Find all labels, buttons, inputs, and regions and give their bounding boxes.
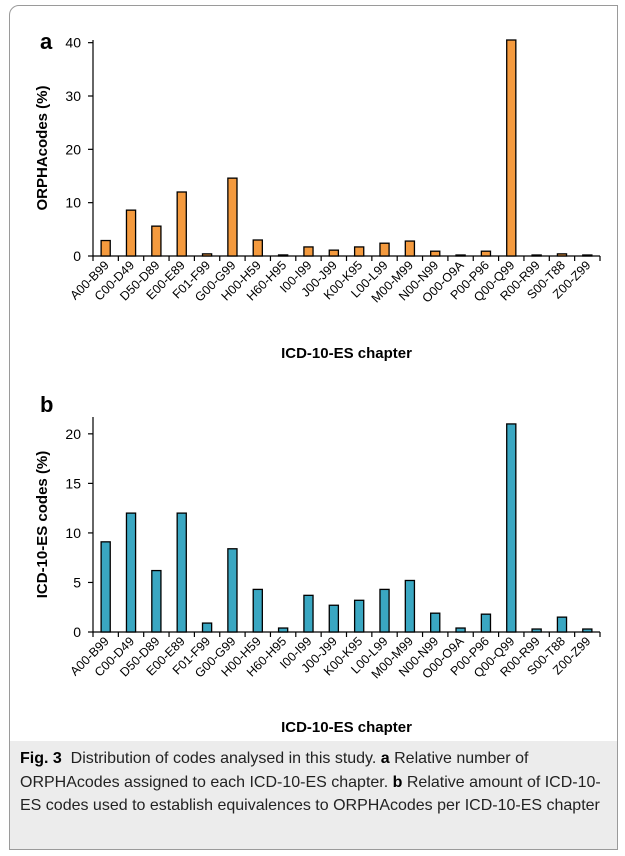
bar-a-M00-M99	[404, 240, 416, 257]
bar-a-G00-G99	[227, 177, 238, 257]
bar-a-O00-O9A	[455, 254, 466, 257]
bar-a-Q00-Q99	[506, 39, 517, 257]
bar-b-I00-I99	[303, 594, 314, 633]
bar-b-N00-N99	[430, 612, 441, 633]
bar-a-N00-N99	[430, 250, 441, 257]
bar-b-H60-H95	[277, 627, 289, 633]
bar-a-F01-F99	[201, 253, 213, 257]
y-tick-label-b-5: 5	[73, 574, 81, 590]
x-axis-title-b: ICD-10-ES chapter	[281, 719, 412, 736]
bar-b-D50-D89	[151, 569, 162, 633]
bar-a-D50-D89	[151, 225, 162, 257]
caption-part-b-text: Relative amount of ICD-10-ES codes used …	[20, 773, 601, 815]
bar-a-Z00-Z99	[582, 254, 593, 257]
bar-b-A00-B99	[100, 541, 111, 633]
caption-figure-label: Fig. 3	[20, 750, 62, 767]
bar-a-R00-R99	[531, 254, 542, 257]
y-tick-label-b-15: 15	[65, 475, 81, 491]
bar-a-S00-T88	[556, 253, 568, 257]
bar-b-H00-H59	[252, 588, 263, 633]
panel-label-b: b	[40, 392, 53, 417]
y-tick-label-b-10: 10	[65, 525, 81, 541]
bar-b-Q00-Q99	[506, 423, 517, 633]
bar-b-L00-L99	[379, 588, 390, 633]
y-tick-label-a-20: 20	[65, 141, 81, 157]
y-tick-label-b-20: 20	[65, 426, 81, 442]
bar-a-L00-L99	[379, 242, 390, 257]
bar-a-H60-H95	[277, 254, 289, 257]
bar-a-A00-B99	[100, 239, 111, 257]
y-tick-label-a-30: 30	[65, 88, 81, 104]
figure-caption: Fig. 3 Distribution of codes analysed in…	[10, 741, 617, 849]
y-tick-label-a-0: 0	[73, 248, 81, 264]
bar-b-C00-D49	[125, 512, 137, 633]
bar-a-H00-H59	[252, 239, 263, 257]
y-axis-title-a: ORPHAcodes (%)	[34, 85, 51, 210]
bar-b-F01-F99	[201, 622, 213, 633]
bar-b-M00-M99	[404, 579, 416, 633]
bar-b-E00-E89	[176, 512, 187, 633]
bar-b-K00-K95	[353, 599, 365, 633]
bar-b-P00-P96	[480, 613, 492, 633]
caption-text: Distribution of codes analysed in this s…	[70, 750, 377, 767]
bar-a-P00-P96	[480, 250, 492, 257]
bar-b-R00-R99	[531, 628, 542, 633]
bar-b-J00-J99	[328, 604, 340, 633]
y-tick-label-b-0: 0	[73, 624, 81, 640]
bar-a-I00-I99	[303, 246, 314, 257]
bar-b-Z00-Z99	[582, 628, 593, 633]
x-axis-title-a: ICD-10-ES chapter	[281, 345, 412, 362]
bar-a-C00-D49	[125, 209, 137, 257]
bar-b-G00-G99	[227, 548, 238, 633]
bar-b-S00-T88	[556, 616, 568, 633]
bar-a-K00-K95	[353, 246, 365, 257]
y-axis-title-b: ICD-10-ES codes (%)	[34, 451, 51, 599]
bar-a-J00-J99	[328, 249, 340, 257]
y-tick-label-a-40: 40	[65, 35, 81, 51]
caption-part-b-label: b	[392, 773, 403, 791]
caption-part-a-text: Relative number of ORPHAcodes assigned t…	[20, 750, 529, 791]
bar-a-E00-E89	[176, 191, 187, 257]
figure-charts: a010203040A00-B99C00-D49D50-D89E00-E89F0…	[34, 29, 601, 736]
bar-b-O00-O9A	[455, 627, 466, 633]
figure-frame	[9, 5, 618, 850]
caption-part-a-label: a	[380, 750, 390, 767]
y-tick-label-a-10: 10	[65, 195, 81, 211]
panel-label-a: a	[40, 29, 53, 54]
